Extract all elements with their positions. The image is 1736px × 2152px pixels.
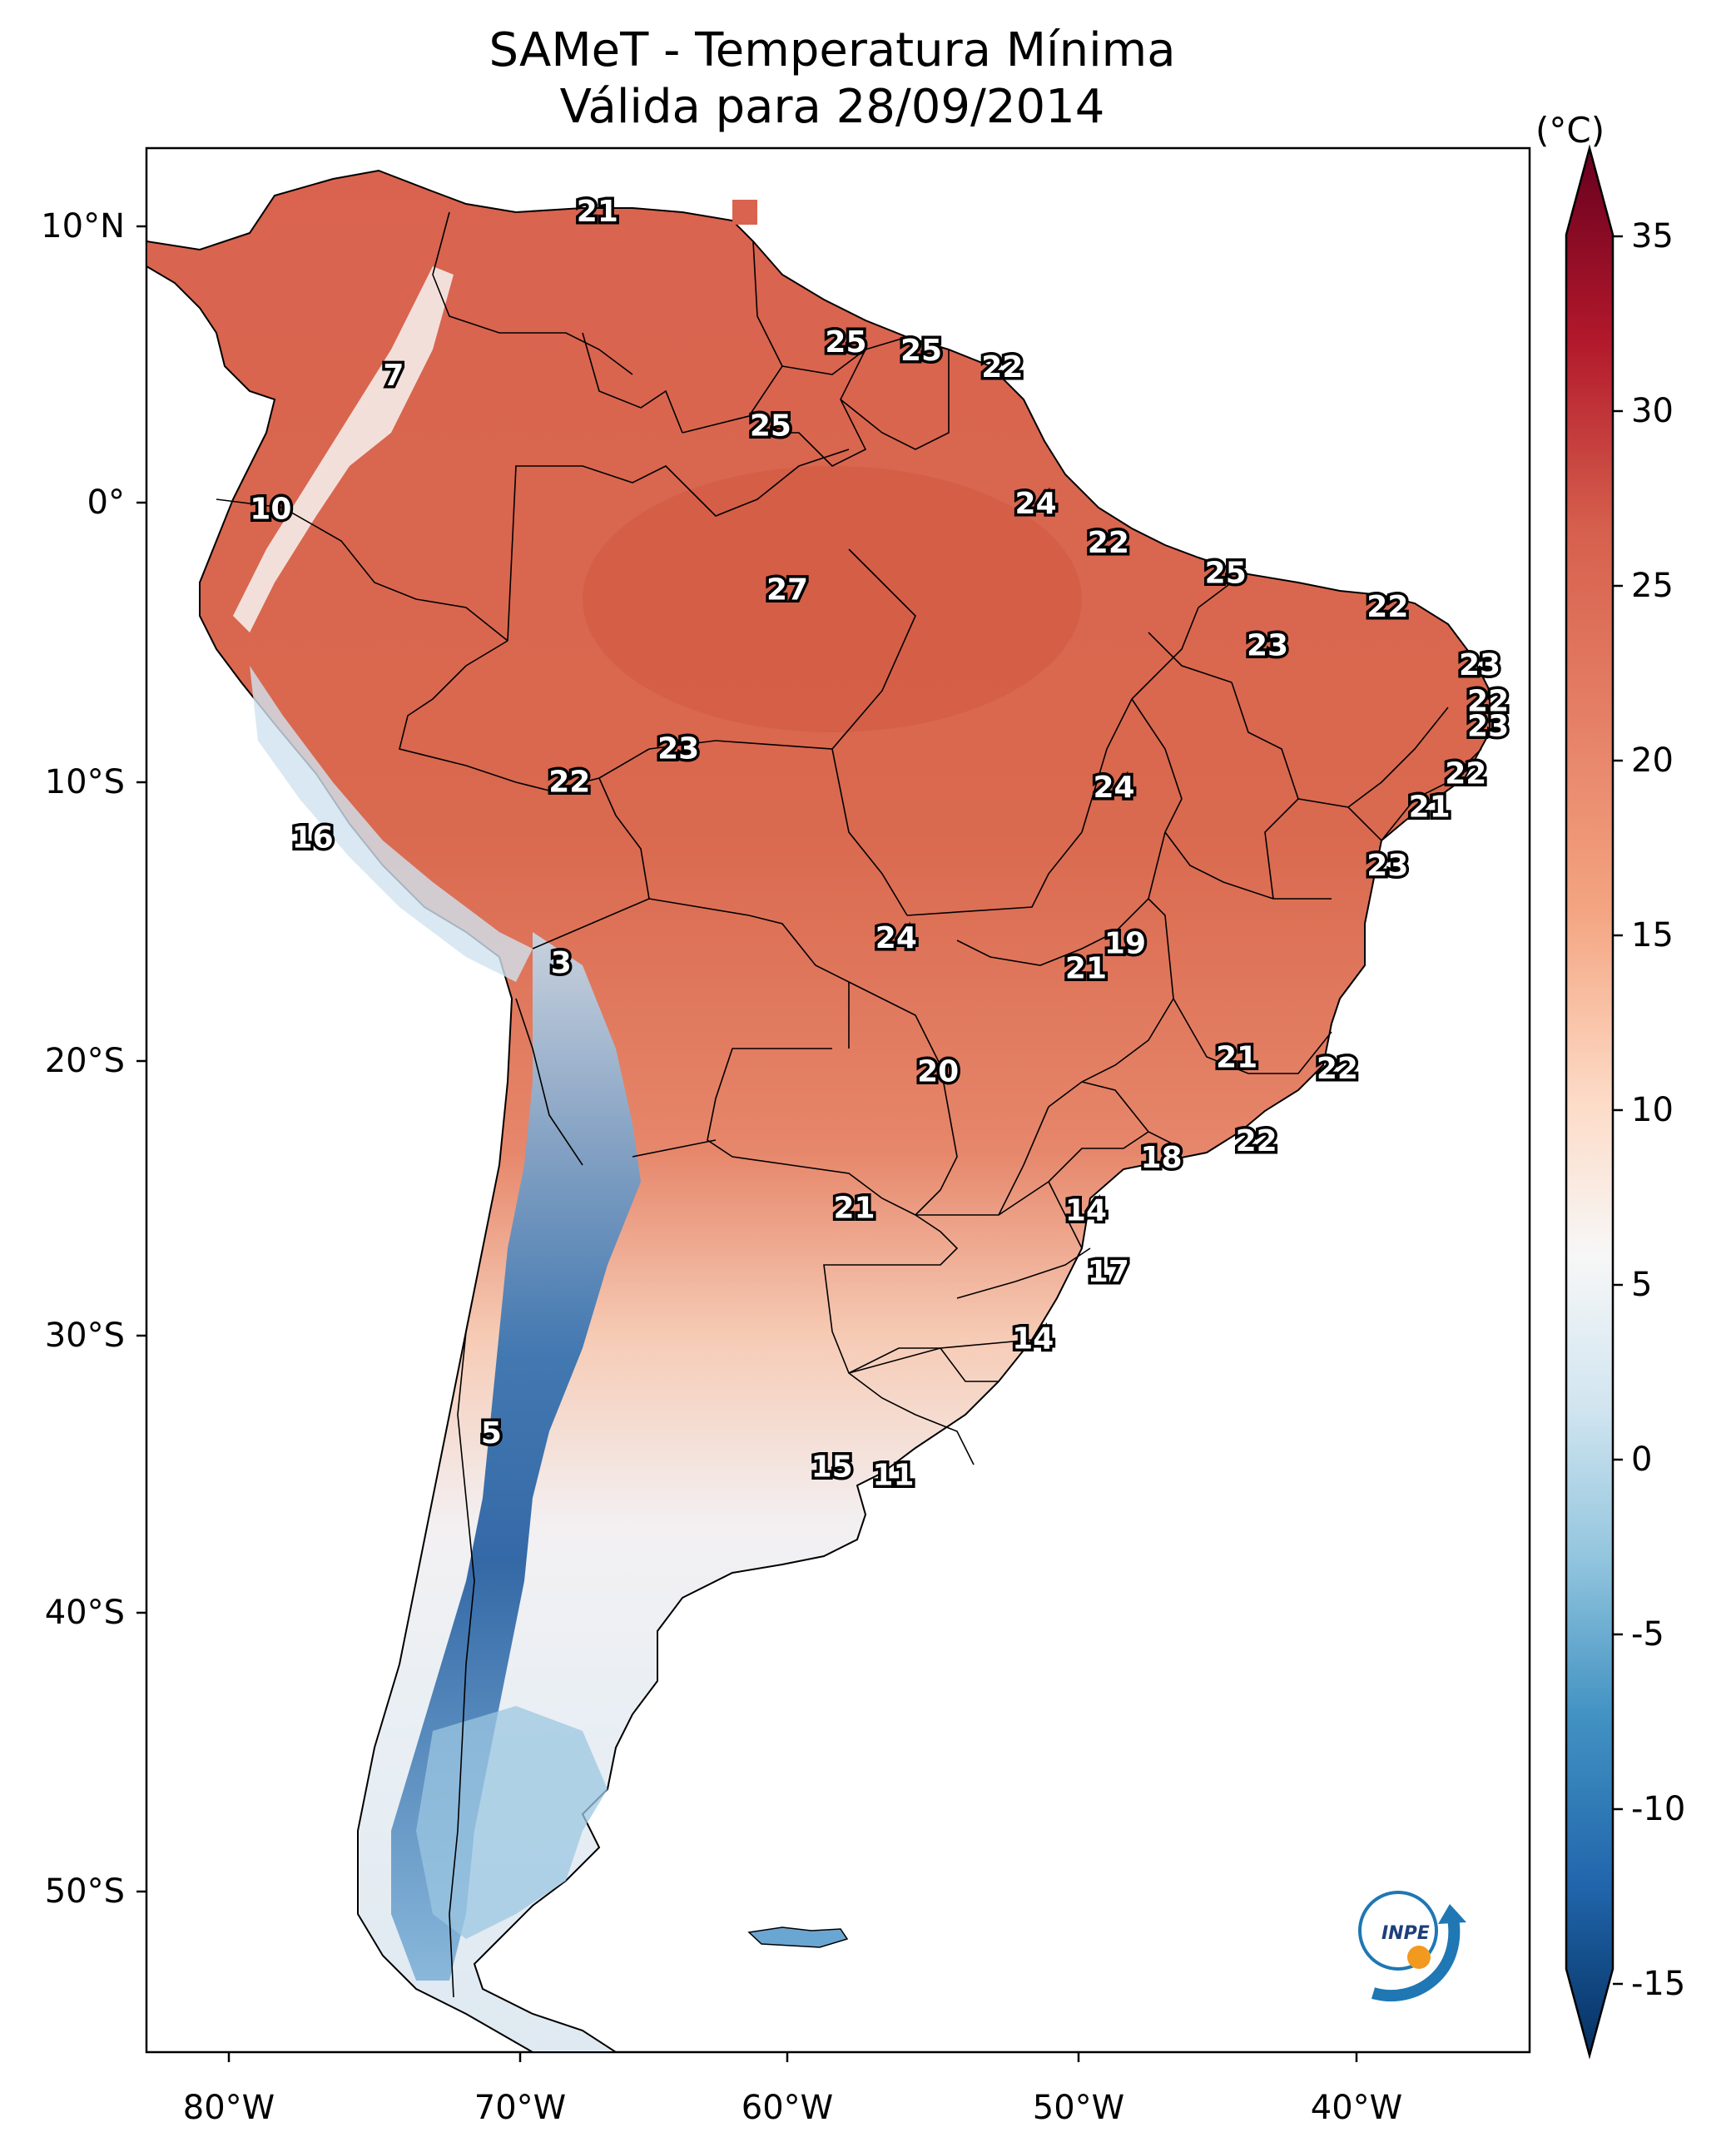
station-label: 22 [1236, 1124, 1277, 1158]
lat-label-0: 0° [87, 483, 125, 522]
station-label: 23 [657, 731, 699, 766]
station-label: 22 [1467, 684, 1509, 718]
colorbar-tick-20: 20 [1631, 741, 1674, 780]
lon-label-70w: 70°W [474, 2089, 567, 2127]
colorbar-tick-minus5: -5 [1631, 1615, 1664, 1654]
station-label: 23 [1247, 629, 1288, 663]
colorbar-ticks [1613, 235, 1623, 1986]
station-label: 14 [1065, 1194, 1107, 1228]
station-label: 22 [1445, 756, 1486, 791]
station-label: 24 [1093, 771, 1134, 805]
lat-label-10n: 10°N [41, 207, 125, 245]
lat-label-50s: 50°S [44, 1872, 125, 1911]
station-label: 21 [833, 1191, 875, 1225]
station-label: 3 [551, 946, 572, 980]
station-label: 25 [750, 409, 791, 443]
station-label: 21 [1409, 791, 1451, 825]
map-title: SAMeT - Temperatura Mínima [489, 23, 1176, 77]
lon-label-80w: 80°W [182, 2089, 275, 2127]
colorbar-tick-30: 30 [1631, 392, 1674, 430]
station-label: 25 [1205, 557, 1247, 591]
amazon-warm-core [583, 466, 1082, 732]
station-label: 24 [875, 921, 917, 955]
colorbar-body [1565, 144, 1614, 2060]
station-label: 23 [1459, 648, 1500, 682]
lat-label-10s: 10°S [44, 763, 125, 801]
lat-label-40s: 40°S [44, 1594, 125, 1632]
station-label: 19 [1104, 927, 1146, 961]
lon-label-50w: 50°W [1032, 2089, 1125, 2127]
station-label: 22 [1366, 590, 1408, 624]
lat-label-20s: 20°S [44, 1042, 125, 1080]
station-label: 21 [577, 195, 618, 229]
station-label: 27 [766, 573, 808, 607]
station-label: 22 [1317, 1052, 1358, 1086]
station-label: 20 [917, 1054, 959, 1088]
colorbar-tick-35: 35 [1631, 217, 1674, 255]
station-label: 25 [825, 325, 866, 359]
lon-label-60w: 60°W [741, 2089, 834, 2127]
colorbar [1565, 144, 1623, 2060]
station-label: 21 [1065, 952, 1107, 986]
station-label: 21 [1216, 1041, 1257, 1075]
continent-layer [146, 169, 1490, 2052]
station-label: 25 [900, 334, 942, 368]
station-label: 17 [1088, 1255, 1129, 1289]
station-label: 18 [1141, 1141, 1183, 1175]
station-label: 7 [383, 359, 404, 393]
colorbar-unit: (°C) [1535, 110, 1605, 151]
peru-coast-cool-band [250, 666, 533, 982]
colorbar-tick-minus15: -15 [1631, 1965, 1686, 2003]
lon-label-40w: 40°W [1310, 2089, 1403, 2127]
country-borders [216, 211, 1482, 1998]
colorbar-tick-0: 0 [1631, 1440, 1653, 1479]
caribbean-island [732, 200, 757, 225]
lat-label-30s: 30°S [44, 1316, 125, 1355]
station-label: 22 [981, 350, 1023, 384]
colorbar-tick-15: 15 [1631, 916, 1674, 955]
inpe-logo: INPE [1358, 1891, 1466, 2002]
station-label: 15 [811, 1450, 853, 1484]
station-label: 14 [1012, 1322, 1054, 1356]
colorbar-tick-25: 25 [1631, 567, 1674, 605]
station-label: 24 [1015, 487, 1057, 521]
station-label: 11 [872, 1458, 914, 1492]
map-subtitle: Válida para 28/09/2014 [559, 80, 1105, 134]
northern-andes-cool-band [233, 266, 454, 632]
andes-cold-band [391, 932, 641, 1981]
station-label: 16 [292, 821, 334, 855]
station-label: 23 [1366, 849, 1408, 883]
station-label: 23 [1467, 710, 1509, 744]
colorbar-tick-minus10: -10 [1631, 1790, 1686, 1828]
colorbar-tick-5: 5 [1631, 1266, 1653, 1304]
patagonia-cold-area [416, 1706, 608, 1939]
station-label: 22 [1088, 526, 1129, 560]
inpe-logo-text: INPE [1381, 1923, 1430, 1944]
colorbar-tick-10: 10 [1631, 1091, 1674, 1129]
axis-ticks [136, 225, 1358, 2062]
station-label: 10 [250, 493, 291, 527]
station-label: 22 [548, 766, 590, 800]
station-label: 5 [481, 1416, 502, 1450]
falkland-islands [747, 1926, 849, 1948]
